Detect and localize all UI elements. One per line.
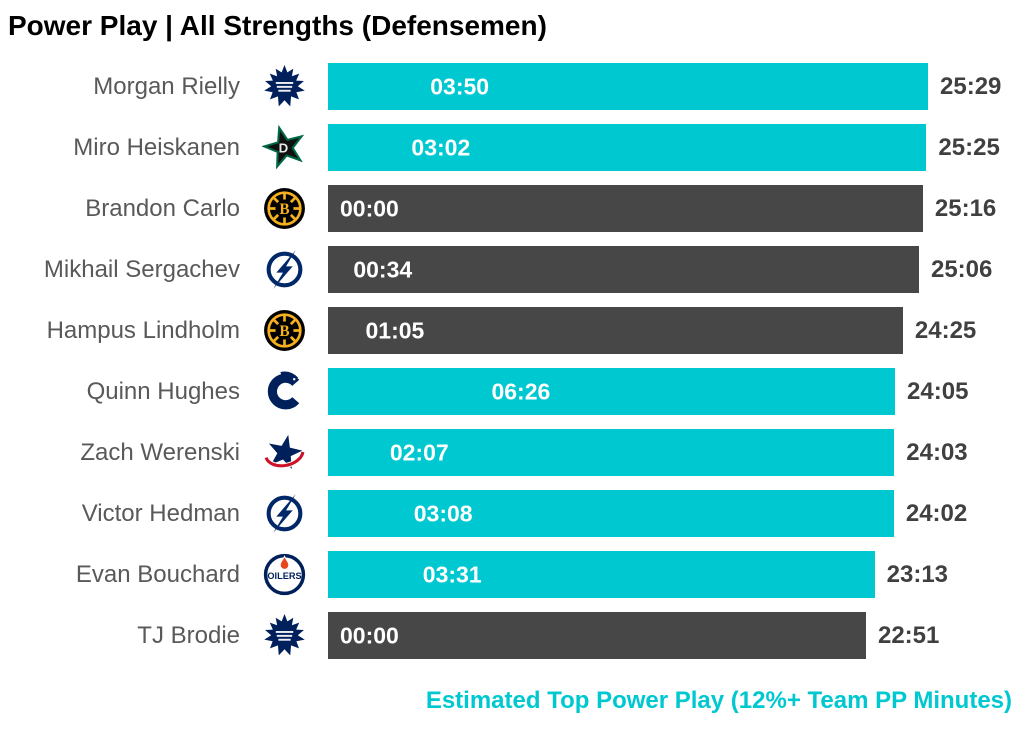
bar-track: 02:07 24:03: [328, 429, 1024, 476]
svg-text:B: B: [279, 323, 289, 340]
oilers-logo-icon: OILERS: [240, 551, 328, 598]
lightning-logo-icon: [240, 490, 328, 537]
pp-time-label: 03:08: [413, 500, 473, 526]
player-row: Zach Werenski 02:07 24:03: [0, 429, 1024, 476]
pp-time-label: 00:34: [353, 256, 413, 282]
bar-track: 03:50 25:29: [328, 63, 1024, 110]
player-row: Evan Bouchard OILERS 03:31 23:13: [0, 551, 1024, 598]
player-row: TJ Brodie 00:00 22:51: [0, 612, 1024, 659]
toi-label: 25:06: [930, 255, 993, 283]
pp-time-label: 03:50: [430, 73, 490, 99]
chart-title: Power Play | All Strengths (Defensemen): [8, 10, 547, 41]
toi-bar: [328, 490, 894, 537]
player-row: Quinn Hughes 06:26 24:05: [0, 368, 1024, 415]
player-row: Brandon Carlo B 00:00 25:16: [0, 185, 1024, 232]
svg-text:OILERS: OILERS: [267, 571, 301, 581]
toi-bar: [328, 368, 896, 415]
toi-bar: [328, 612, 866, 659]
player-name: Hampus Lindholm: [46, 317, 240, 344]
svg-text:B: B: [279, 201, 289, 218]
bar-track: 00:00 22:51: [328, 612, 1024, 659]
bar-track: 06:26 24:05: [328, 368, 1024, 415]
toi-label: 22:51: [877, 621, 940, 649]
player-row: Victor Hedman 03:08 24:02: [0, 490, 1024, 537]
bar-rows: Morgan Rielly 03:50 25:29 Miro Heiskanen…: [0, 63, 1024, 659]
player-name: Brandon Carlo: [85, 195, 240, 222]
player-name: Evan Bouchard: [75, 561, 240, 588]
toi-label: 25:29: [940, 72, 1002, 100]
pp-time-label: 03:02: [411, 134, 471, 160]
player-name: Zach Werenski: [80, 439, 240, 466]
bar-track: 03:08 24:02: [328, 490, 1024, 537]
toi-label: 25:25: [938, 133, 1000, 161]
toi-bar: [328, 429, 895, 476]
svg-text:D: D: [278, 141, 288, 156]
toi-label: 25:16: [934, 194, 997, 222]
pp-time-label: 00:00: [340, 622, 399, 648]
maple-leafs-logo-icon: [240, 612, 328, 659]
lightning-logo-icon: [240, 246, 328, 293]
bar-track: 00:34 25:06: [328, 246, 1024, 293]
player-name: Quinn Hughes: [86, 378, 240, 405]
toi-label: 24:03: [906, 438, 968, 466]
player-name: TJ Brodie: [137, 622, 240, 649]
bruins-logo-icon: B: [240, 307, 328, 354]
bruins-logo-icon: B: [240, 185, 328, 232]
pp-time-label: 01:05: [365, 317, 425, 343]
player-row: Miro Heiskanen D 03:02 25:25: [0, 124, 1024, 171]
toi-bar: [328, 551, 875, 598]
toi-label: 24:25: [914, 316, 977, 344]
blue-jackets-logo-icon: [240, 429, 328, 476]
legend-note: Estimated Top Power Play (12%+ Team PP M…: [425, 687, 1012, 714]
bar-track: 01:05 24:25: [328, 307, 1024, 354]
toi-bar: [328, 124, 927, 171]
player-name: Morgan Rielly: [93, 73, 240, 100]
toi-label: 24:05: [907, 377, 969, 405]
toi-bar: [328, 63, 928, 110]
stars-logo-icon: D: [240, 124, 328, 171]
toi-label: 23:13: [886, 560, 949, 588]
toi-label: 24:02: [905, 499, 968, 527]
canucks-logo-icon: [240, 368, 328, 415]
player-name: Miro Heiskanen: [73, 134, 240, 161]
bar-track: 03:02 25:25: [328, 124, 1024, 171]
player-name: Victor Hedman: [81, 500, 240, 527]
maple-leafs-logo-icon: [240, 63, 328, 110]
bar-track: 03:31 23:13: [328, 551, 1024, 598]
pp-time-label: 03:31: [422, 561, 482, 587]
toi-bar: [328, 246, 919, 293]
player-row: Hampus Lindholm B 01:05 24:25: [0, 307, 1024, 354]
player-row: Mikhail Sergachev 00:34 25:06: [0, 246, 1024, 293]
bar-track: 00:00 25:16: [328, 185, 1024, 232]
pp-time-label: 02:07: [389, 439, 449, 465]
pp-time-label: 06:26: [491, 378, 551, 404]
toi-bar: [328, 307, 903, 354]
player-row: Morgan Rielly 03:50 25:29: [0, 63, 1024, 110]
player-name: Mikhail Sergachev: [43, 256, 240, 283]
toi-bar: [328, 185, 923, 232]
pp-time-label: 00:00: [340, 195, 399, 221]
